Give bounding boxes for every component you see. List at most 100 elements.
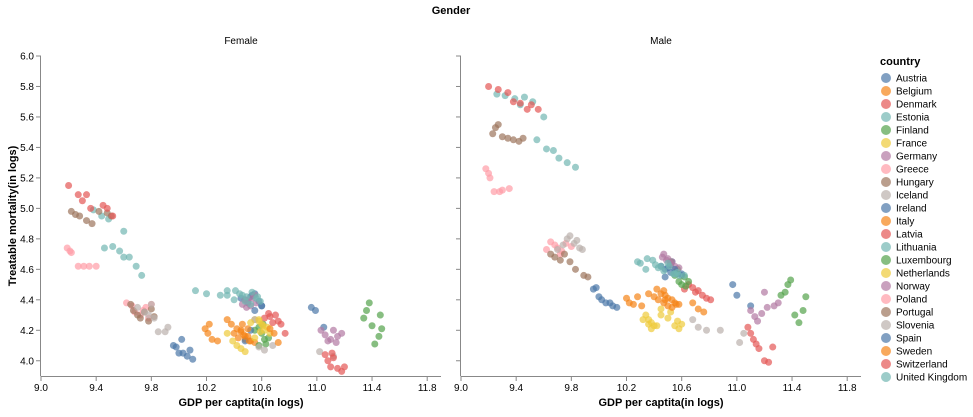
y-tick-label: 5.8 [20, 82, 34, 93]
legend-swatch [881, 255, 891, 265]
legend-label: Netherlands [896, 269, 950, 280]
x-tick-label: 10.6 [672, 383, 692, 394]
data-point-estonia [125, 253, 133, 261]
legend-label: Luxembourg [896, 256, 952, 267]
data-point-sweden [214, 337, 222, 345]
data-point-united-kingdom [236, 290, 244, 298]
data-point-sweden [634, 293, 642, 301]
data-point-norway [758, 310, 766, 318]
legend-swatch [881, 86, 891, 96]
data-point-hungary [88, 220, 96, 228]
data-point-denmark [269, 319, 277, 327]
data-point-greece [74, 262, 82, 270]
data-point-ireland [729, 281, 737, 289]
legend-label: Iceland [896, 191, 928, 202]
legend-swatch [881, 99, 891, 109]
data-point-netherlands [675, 325, 683, 333]
data-point-iceland [316, 348, 324, 356]
data-point-switzerland [765, 358, 773, 366]
legend-label: Slovenia [896, 321, 935, 332]
y-tick-label: 4.0 [20, 356, 34, 367]
data-point-united-kingdom [649, 256, 657, 264]
data-point-norway [747, 306, 755, 314]
data-point-norway [763, 303, 771, 311]
x-tick-label: 11.0 [307, 383, 326, 394]
data-point-latvia [74, 191, 82, 199]
data-point-italy [245, 337, 253, 345]
data-point-spain [189, 355, 197, 363]
data-point-denmark [281, 329, 289, 337]
data-point-finland [262, 340, 270, 348]
legend-swatch [881, 320, 891, 330]
legend-swatch [881, 125, 891, 135]
data-point-portugal [571, 265, 579, 273]
legend-swatch [881, 229, 891, 239]
data-point-norway [321, 331, 329, 339]
legend-label: Portugal [896, 308, 933, 319]
data-point-france [657, 311, 665, 319]
data-point-norway [329, 326, 337, 334]
data-point-latvia [83, 191, 91, 199]
data-point-slovenia [147, 300, 155, 308]
data-point-switzerland [327, 363, 335, 371]
data-point-italy [238, 320, 246, 328]
data-point-estonia [132, 262, 140, 270]
data-point-slovenia [573, 236, 581, 244]
data-point-ireland [251, 306, 259, 314]
legend-swatch [881, 346, 891, 356]
data-point-poland [543, 246, 551, 254]
data-point-slovenia [559, 241, 567, 249]
data-point-latvia [78, 197, 86, 205]
y-tick-label: 5.4 [20, 143, 34, 154]
data-point-netherlands [657, 305, 665, 313]
data-point-estonia [120, 227, 128, 235]
data-point-united-kingdom [216, 291, 224, 299]
legend-label: Greece [896, 165, 929, 176]
data-point-switzerland [340, 363, 348, 371]
data-point-luxembourg [378, 325, 386, 333]
x-tick-label: 11.0 [727, 383, 746, 394]
data-point-ireland [311, 306, 319, 314]
data-point-denmark [694, 287, 702, 295]
data-point-france [256, 328, 264, 336]
data-point-united-kingdom [642, 265, 650, 273]
data-point-estonia [571, 163, 579, 171]
legend: country Austria Belgium Denmark Estonia Finla… [880, 56, 967, 384]
legend-label: Latvia [896, 230, 923, 241]
data-point-united-kingdom [665, 262, 673, 270]
data-point-iceland [269, 342, 277, 350]
data-point-latvia [534, 105, 542, 113]
data-point-portugal [566, 258, 574, 266]
data-point-estonia [116, 247, 124, 255]
data-point-latvia [509, 98, 517, 106]
y-tick-label: 4.2 [20, 326, 34, 337]
legend-label: Germany [896, 152, 937, 163]
data-point-hungary [76, 212, 84, 220]
data-point-iceland [736, 338, 744, 346]
data-point-france [259, 322, 267, 330]
x-axis-title-female: GDP per captita(in logs) [178, 397, 303, 409]
y-tick-label: 6.0 [20, 52, 34, 63]
data-point-estonia [100, 244, 108, 252]
legend-swatch [881, 242, 891, 252]
data-point-hungary [83, 217, 91, 225]
x-tick-label: 11.8 [418, 383, 437, 394]
x-tick-label: 11.8 [838, 383, 857, 394]
data-point-denmark [271, 311, 279, 319]
data-point-ireland [733, 291, 741, 299]
data-point-hungary [489, 130, 497, 138]
data-point-portugal [136, 314, 144, 322]
data-point-estonia [520, 93, 528, 101]
data-point-latvia [523, 105, 531, 113]
legend-swatch [881, 216, 891, 226]
data-point-latvia [504, 89, 512, 97]
legend-label: Spain [896, 334, 922, 345]
data-point-greece [80, 262, 88, 270]
data-point-norway [317, 326, 325, 334]
data-point-iceland [703, 326, 711, 334]
y-tick-label: 4.8 [20, 234, 34, 245]
data-point-estonia [563, 159, 571, 167]
legend-label: United Kingdom [896, 373, 967, 384]
legend-swatch [881, 151, 891, 161]
